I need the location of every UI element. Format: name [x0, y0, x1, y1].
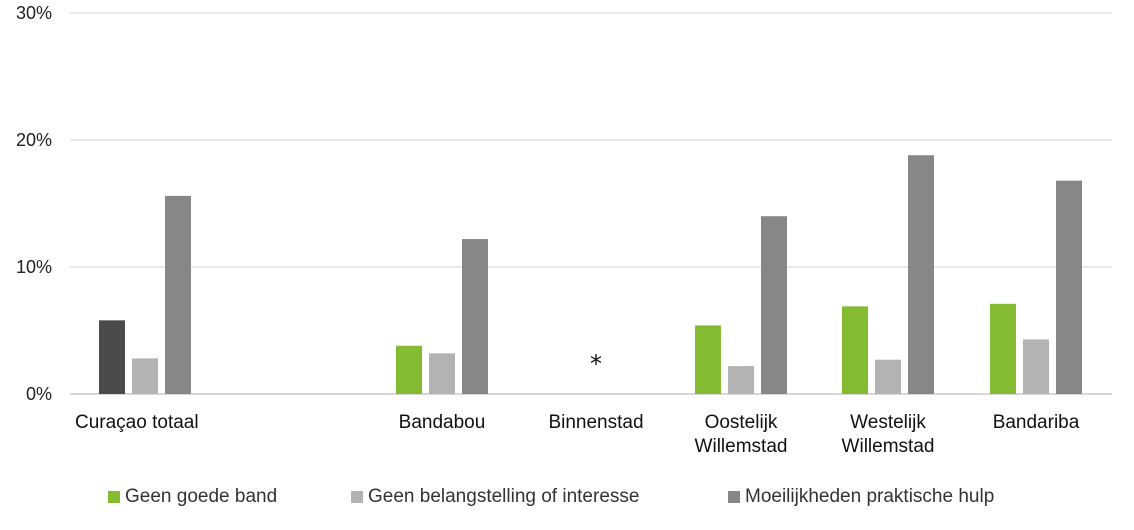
bar-4-1 [875, 359, 901, 394]
category-label: Willemstad [695, 436, 788, 457]
bar-5-2 [1056, 180, 1082, 394]
legend-label-0: Geen goede band [125, 486, 278, 507]
bar-1-0 [396, 345, 422, 394]
annotation-asterisk: * [590, 350, 602, 378]
bar-0-2 [165, 195, 191, 394]
bar-3-2 [761, 216, 787, 394]
annotations: * [590, 350, 602, 378]
legend-item-0: Geen goede band [108, 486, 277, 508]
bars [99, 155, 1082, 394]
gridlines [70, 12, 1112, 395]
y-tick-label: 30% [16, 3, 52, 23]
category-label: Oostelijk [705, 412, 778, 433]
legend-item-1: Geen belangstelling of interesse [351, 486, 639, 508]
category-label: Curaçao totaal [75, 412, 199, 433]
legend-item-2: Moeilijkheden praktische hulp [728, 486, 994, 508]
y-tick-label: 10% [16, 257, 52, 277]
bar-4-0 [842, 306, 868, 394]
bar-0-0 [99, 320, 125, 394]
category-label: Bandabou [399, 412, 486, 433]
bar-1-2 [462, 239, 488, 394]
bar-0-1 [132, 358, 158, 394]
bar-3-1 [728, 366, 754, 394]
legend-swatch-0 [108, 491, 120, 503]
category-label: Bandariba [993, 412, 1080, 433]
legend-label-1: Geen belangstelling of interesse [368, 486, 640, 507]
bar-4-2 [908, 155, 934, 394]
bar-5-0 [990, 303, 1016, 394]
category-labels: Curaçao totaal Bandabou Binnenstad Oostelij… [75, 412, 1080, 457]
bar-1-1 [429, 353, 455, 394]
category-label: Willemstad [842, 436, 935, 457]
bar-chart: 0% 10% 20% 30% Curaçao totaal Bandabou Binnen… [16, 3, 1112, 457]
bar-3-0 [695, 325, 721, 394]
y-tick-label: 20% [16, 130, 52, 150]
legend-swatch-2 [728, 491, 740, 503]
y-tick-label: 0% [26, 384, 52, 404]
category-label: Binnenstad [548, 412, 643, 433]
bar-5-1 [1023, 339, 1049, 394]
y-axis-ticks: 0% 10% 20% 30% [16, 3, 52, 404]
legend-swatch-1 [351, 491, 363, 503]
legend-label-2: Moeilijkheden praktische hulp [745, 486, 995, 507]
category-label: Westelijk [850, 412, 926, 433]
legend: Geen goede band Geen belangstelling of i… [0, 486, 1134, 512]
